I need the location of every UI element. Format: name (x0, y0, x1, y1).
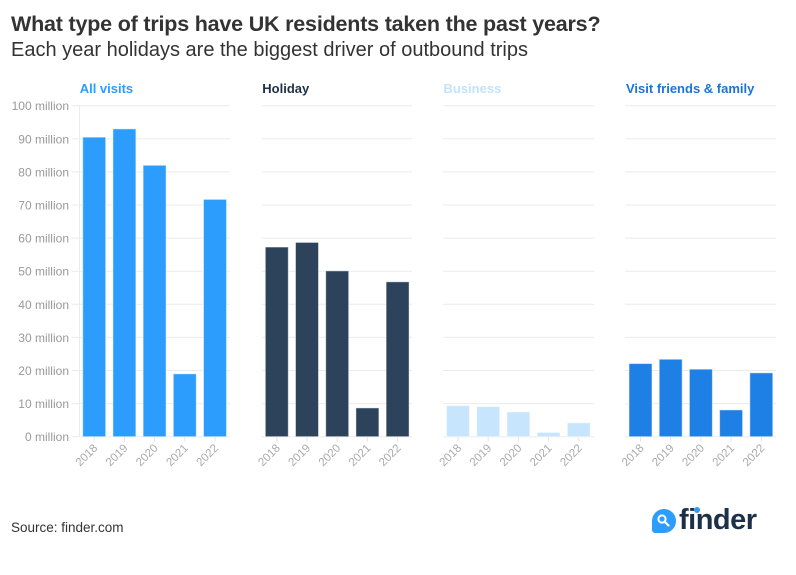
x-tick-label: 2020 (680, 442, 707, 469)
bar-2018 (628, 363, 653, 438)
y-tick-label: 10 million (18, 397, 69, 411)
panel-title: All visits (80, 81, 133, 96)
x-tick-label: 2022 (377, 442, 404, 469)
bar-2019 (658, 358, 683, 438)
bar-2019 (112, 128, 137, 438)
y-tick-label: 90 million (18, 132, 69, 146)
bar-2020 (506, 411, 531, 438)
x-tick-label: 2018 (438, 442, 465, 469)
bar-2021 (172, 373, 197, 438)
y-tick-label: 30 million (18, 331, 69, 345)
x-tick-label: 2019 (650, 442, 677, 469)
x-tick-label: 2020 (134, 442, 161, 469)
bar-2018 (446, 405, 470, 438)
bar-2022 (203, 198, 227, 438)
x-tick-label: 2021 (528, 442, 555, 469)
y-tick-label: 80 million (18, 165, 69, 179)
logo-wordmark: finder (679, 506, 757, 535)
panel-visit-friends-family: Visit friends & family 2018 2019 2020 2021 20… (620, 81, 776, 469)
logo-text: finder (679, 504, 757, 536)
chart-subtitle: Each year holidays are the biggest drive… (11, 39, 528, 61)
x-tick-label: 2018 (256, 442, 283, 469)
y-tick-label: 40 million (18, 298, 69, 312)
x-tick-label: 2019 (104, 442, 131, 469)
x-tick-label: 2020 (317, 442, 344, 469)
y-tick-label: 60 million (18, 232, 69, 246)
bar-2018 (264, 246, 289, 438)
bar-2018 (82, 136, 107, 438)
bar-2019 (476, 406, 501, 438)
chart-title: What type of trips have UK residents tak… (11, 12, 601, 36)
bar-2022 (385, 281, 410, 438)
panel-holiday: Holiday 2018 2019 2020 2021 2022 (256, 81, 412, 469)
panel-title: Visit friends & family (626, 81, 755, 96)
bar-2020 (688, 368, 713, 438)
logo-dot (694, 507, 700, 513)
panel-title: Holiday (262, 81, 310, 96)
y-tick-label: 20 million (18, 364, 69, 378)
panel-business: Business 2018 2019 2020 2021 2022 (438, 81, 594, 469)
x-tick-label: 2022 (741, 442, 768, 469)
small-multiples-bar-chart: 0 million 10 million 20 million 30 million 4… (12, 81, 776, 469)
bar-2022 (566, 422, 591, 438)
y-tick-label: 50 million (18, 265, 69, 279)
x-tick-label: 2019 (468, 442, 495, 469)
bar-2019 (295, 241, 319, 438)
x-tick-label: 2018 (74, 442, 101, 469)
x-tick-label: 2020 (498, 442, 525, 469)
x-tick-label: 2022 (558, 442, 585, 469)
y-tick-label: 100 million (12, 99, 69, 113)
bar-2020 (142, 164, 167, 438)
panel-all-visits: All visits 2018 2019 2020 2021 2022 (72, 81, 230, 469)
finder-logo: finder (652, 506, 757, 535)
bar-2021 (355, 407, 380, 438)
bar-2021 (719, 409, 744, 438)
search-icon (652, 508, 676, 533)
x-tick-label: 2018 (620, 442, 647, 469)
panel-title: Business (444, 81, 502, 96)
bar-2022 (749, 372, 774, 438)
bar-2021 (536, 431, 561, 438)
y-tick-label: 0 million (25, 430, 69, 444)
x-tick-label: 2022 (195, 442, 222, 469)
source-note: Source: finder.com (11, 520, 124, 535)
bar-2020 (325, 270, 350, 438)
y-tick-label: 70 million (18, 199, 69, 213)
x-tick-label: 2021 (164, 442, 191, 469)
x-tick-label: 2021 (347, 442, 374, 469)
x-tick-label: 2019 (287, 442, 314, 469)
x-tick-label: 2021 (711, 442, 738, 469)
